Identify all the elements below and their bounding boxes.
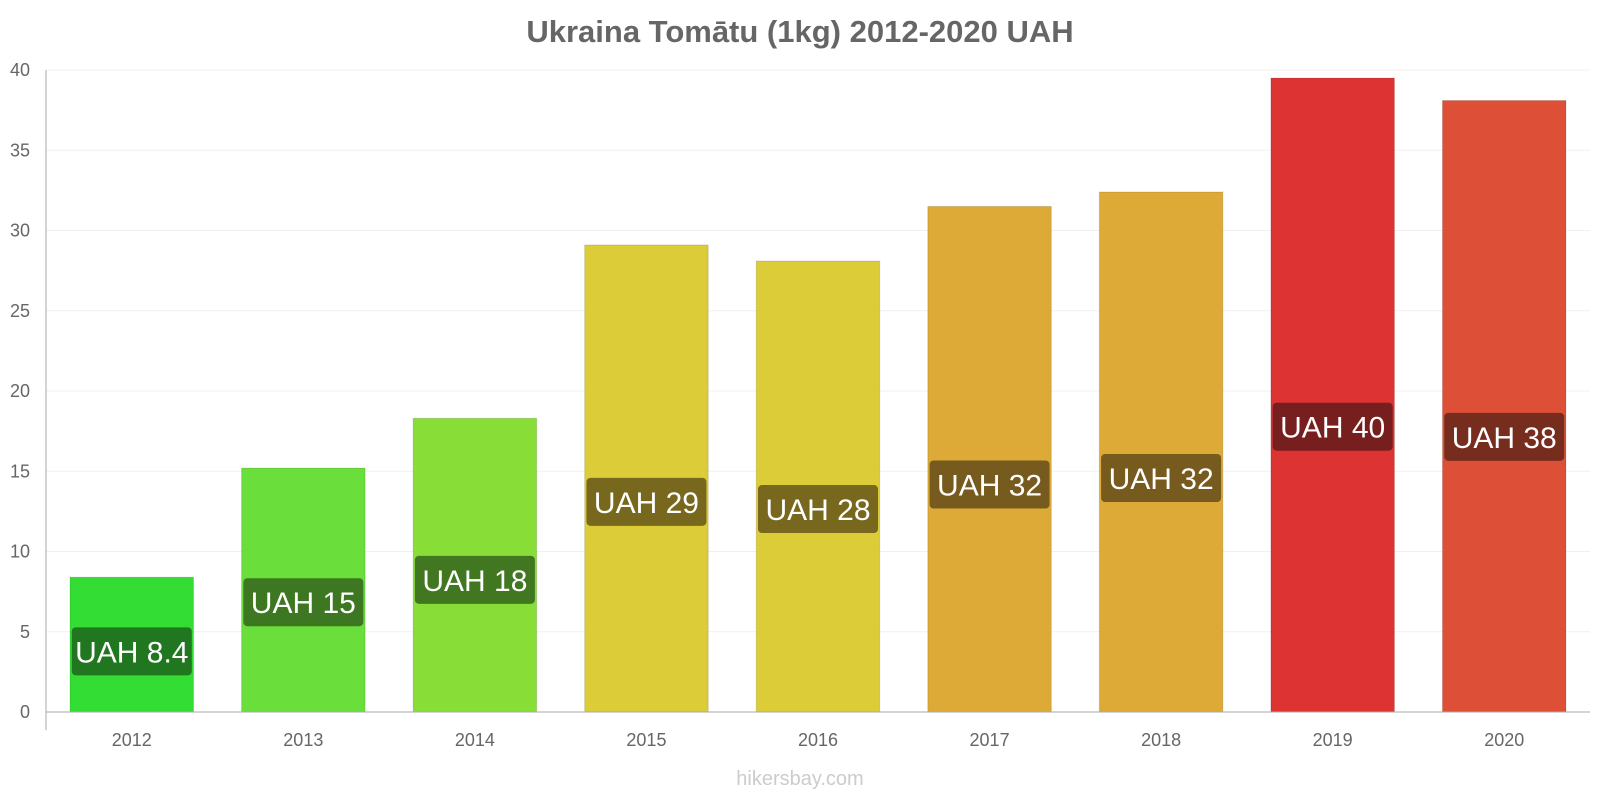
y-tick-label: 20 <box>10 381 30 401</box>
x-tick-label: 2020 <box>1484 730 1524 750</box>
data-label-box <box>243 578 364 627</box>
data-label: UAH 32 <box>937 469 1042 502</box>
bar-2017 <box>927 205 1052 713</box>
y-tick-label: 5 <box>20 622 30 642</box>
bar-2018 <box>1098 191 1224 713</box>
data-label-box <box>1444 412 1565 461</box>
x-tick-label: 2012 <box>112 730 152 750</box>
x-tick-label: 2014 <box>455 730 495 750</box>
y-tick-label: 40 <box>10 60 30 80</box>
x-tick-label: 2016 <box>798 730 838 750</box>
y-tick-label: 15 <box>10 461 30 481</box>
data-label: UAH 28 <box>765 494 870 527</box>
data-label: UAH 29 <box>594 487 699 520</box>
y-tick-label: 10 <box>10 542 30 562</box>
data-label: UAH 38 <box>1452 422 1557 455</box>
data-label-box <box>71 627 192 676</box>
data-labels: UAH 8.4 UAH 15 UAH 18 UAH 29 UAH 28 UAH 32 UAH… <box>71 402 1565 676</box>
data-label: UAH 15 <box>251 587 356 620</box>
y-tick-label: 25 <box>10 301 30 321</box>
watermark: hikersbay.com <box>736 768 864 790</box>
x-tick-label: 2017 <box>970 730 1010 750</box>
data-label-box <box>414 555 535 604</box>
bar-2019 <box>1270 77 1395 713</box>
data-label-box <box>758 485 878 534</box>
axes <box>45 70 1590 730</box>
y-tick-label: 35 <box>10 140 30 160</box>
data-label: UAH 8.4 <box>75 636 188 669</box>
bar-2020 <box>1441 99 1567 713</box>
data-label-box <box>1272 402 1393 451</box>
data-label: UAH 40 <box>1280 412 1385 445</box>
y-tick-label: 30 <box>10 221 30 241</box>
x-tick-label: 2015 <box>626 730 666 750</box>
x-axis-ticks: 2012 2013 2014 2015 2016 2017 2018 2019 2020 <box>112 730 1524 750</box>
data-label: UAH 18 <box>422 565 527 598</box>
x-tick-label: 2018 <box>1141 730 1181 750</box>
y-tick-label: 0 <box>20 702 30 722</box>
data-label-box <box>1101 453 1222 502</box>
data-label-box <box>929 460 1050 509</box>
y-axis-ticks: 0 5 10 15 20 25 30 35 40 <box>10 60 30 722</box>
data-label: UAH 32 <box>1109 463 1214 496</box>
chart-title: Ukraina Tomātu (1kg) 2012-2020 UAH <box>526 14 1074 49</box>
x-tick-label: 2013 <box>283 730 323 750</box>
x-tick-label: 2019 <box>1313 730 1353 750</box>
data-label-box <box>586 477 707 526</box>
